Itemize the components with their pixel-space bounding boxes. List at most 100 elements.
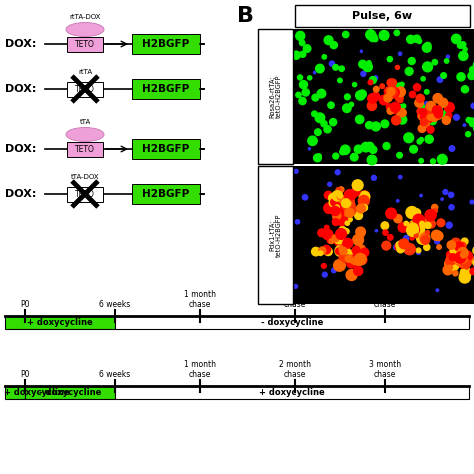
Circle shape xyxy=(391,102,400,112)
Circle shape xyxy=(343,218,348,223)
Text: TETO: TETO xyxy=(75,145,95,154)
Circle shape xyxy=(410,226,415,231)
Circle shape xyxy=(334,237,343,246)
Circle shape xyxy=(416,248,421,253)
Text: TETO: TETO xyxy=(75,39,95,48)
Circle shape xyxy=(471,73,474,78)
Circle shape xyxy=(379,30,389,40)
Circle shape xyxy=(447,262,455,270)
Circle shape xyxy=(457,255,469,267)
Circle shape xyxy=(359,60,366,68)
Circle shape xyxy=(426,117,432,123)
Circle shape xyxy=(324,203,334,213)
Circle shape xyxy=(327,238,333,243)
Circle shape xyxy=(395,93,403,101)
Text: DOX:: DOX: xyxy=(5,39,36,49)
Circle shape xyxy=(395,65,400,69)
Circle shape xyxy=(404,221,409,226)
Circle shape xyxy=(443,110,450,118)
Circle shape xyxy=(339,247,347,255)
Circle shape xyxy=(460,267,471,278)
Circle shape xyxy=(324,126,331,133)
Circle shape xyxy=(333,212,345,224)
Circle shape xyxy=(452,34,461,44)
Circle shape xyxy=(418,125,426,132)
Circle shape xyxy=(407,37,410,40)
Text: 2 month
chase: 2 month chase xyxy=(279,360,311,379)
Circle shape xyxy=(322,272,327,277)
Circle shape xyxy=(441,198,443,201)
Circle shape xyxy=(422,44,431,52)
Circle shape xyxy=(345,208,354,217)
Circle shape xyxy=(356,227,365,237)
Circle shape xyxy=(407,225,419,237)
Circle shape xyxy=(352,194,356,198)
Circle shape xyxy=(455,255,465,266)
Circle shape xyxy=(352,246,360,254)
Circle shape xyxy=(418,112,424,118)
Circle shape xyxy=(346,258,356,268)
Text: Pdx1-tTA;
tetO-H2BGFP: Pdx1-tTA; tetO-H2BGFP xyxy=(269,213,282,257)
Circle shape xyxy=(452,258,461,267)
Circle shape xyxy=(323,229,333,240)
Circle shape xyxy=(365,142,374,151)
Circle shape xyxy=(417,109,423,114)
Circle shape xyxy=(398,98,403,103)
Bar xyxy=(67,142,103,156)
Circle shape xyxy=(350,154,358,161)
Circle shape xyxy=(433,110,443,119)
Circle shape xyxy=(346,201,354,209)
Circle shape xyxy=(405,245,410,250)
Circle shape xyxy=(349,102,354,107)
Circle shape xyxy=(438,112,444,118)
Circle shape xyxy=(359,191,370,202)
Circle shape xyxy=(379,95,389,105)
Circle shape xyxy=(427,102,435,110)
Circle shape xyxy=(457,42,464,48)
Circle shape xyxy=(404,244,415,255)
Circle shape xyxy=(417,232,428,244)
Circle shape xyxy=(317,89,326,98)
Circle shape xyxy=(359,232,364,237)
Circle shape xyxy=(338,194,342,198)
Circle shape xyxy=(455,252,466,263)
Circle shape xyxy=(356,204,365,213)
Circle shape xyxy=(399,52,402,55)
Circle shape xyxy=(417,139,422,144)
Circle shape xyxy=(417,251,420,255)
Circle shape xyxy=(442,116,450,124)
Circle shape xyxy=(387,79,395,86)
Circle shape xyxy=(380,84,384,89)
Circle shape xyxy=(430,114,438,121)
Circle shape xyxy=(419,104,425,110)
Circle shape xyxy=(443,265,453,275)
Circle shape xyxy=(389,92,393,97)
Circle shape xyxy=(387,88,395,96)
Ellipse shape xyxy=(66,128,104,142)
Circle shape xyxy=(342,254,347,259)
Bar xyxy=(25,386,115,399)
Circle shape xyxy=(432,60,438,65)
Circle shape xyxy=(382,241,391,250)
Circle shape xyxy=(361,72,366,76)
Circle shape xyxy=(343,104,351,112)
Circle shape xyxy=(463,253,474,264)
Circle shape xyxy=(332,207,344,219)
Circle shape xyxy=(408,224,419,236)
Circle shape xyxy=(331,198,338,206)
Bar xyxy=(115,316,469,329)
Circle shape xyxy=(328,182,332,186)
Circle shape xyxy=(420,194,422,197)
Circle shape xyxy=(413,84,420,91)
Circle shape xyxy=(404,133,414,143)
Circle shape xyxy=(399,175,402,179)
Circle shape xyxy=(457,254,469,265)
Circle shape xyxy=(413,214,424,226)
Circle shape xyxy=(438,109,443,114)
Circle shape xyxy=(446,257,454,265)
Circle shape xyxy=(334,203,341,210)
Circle shape xyxy=(403,236,409,241)
Circle shape xyxy=(408,57,415,64)
Circle shape xyxy=(428,114,433,120)
Circle shape xyxy=(419,112,427,121)
